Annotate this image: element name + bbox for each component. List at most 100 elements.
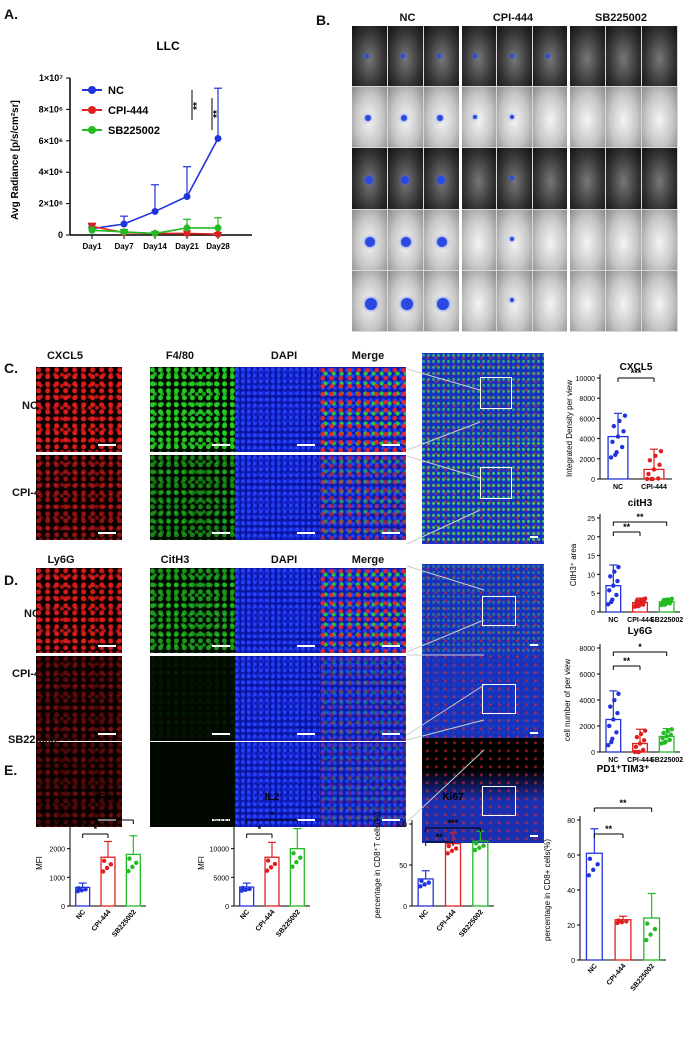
mouse-image-cell	[352, 148, 388, 209]
micrograph-tile	[150, 367, 236, 452]
bar-data-point	[669, 727, 674, 732]
bar-data-point	[608, 455, 614, 460]
chart-a-ytick-label: 4×10⁶	[39, 167, 63, 177]
scale-bar	[98, 444, 116, 446]
bar-data-point	[662, 740, 667, 745]
bar-data-point	[619, 919, 625, 925]
micrograph-tile	[235, 367, 321, 452]
scale-bar	[382, 733, 400, 735]
bar-chart-ytick-label: 10000	[210, 847, 230, 854]
legend-cpi: CPI-444	[108, 105, 149, 117]
bar-data-point	[83, 887, 88, 892]
sig-label: **	[623, 656, 631, 666]
bar-chart-ytick-label: 60	[567, 853, 575, 860]
bar-chart-ytick-label: 15000	[210, 818, 230, 825]
tumor-signal-spot	[400, 53, 405, 58]
mouse-image-cell	[533, 148, 569, 209]
mouse-image-cell	[388, 270, 424, 331]
chart-a-point	[183, 229, 191, 237]
chart-a-xtick-label: Day14	[143, 242, 167, 251]
chart-a-ytick-label: 2×10⁶	[39, 199, 63, 209]
mouse-image-cell	[460, 87, 496, 148]
bar-chart-ytick-label: 20	[567, 923, 575, 930]
bar-chart-xtick-label: CPI-444	[627, 617, 653, 624]
bar-data-point	[247, 886, 252, 892]
chart-a-sig-2: **	[212, 110, 223, 118]
panel-d-header-1: Ly6G	[47, 554, 75, 566]
bar-chart-title: IL2	[265, 792, 280, 803]
bar-data-point	[586, 873, 592, 878]
mouse-image-cell	[460, 148, 496, 209]
micrograph-overview	[422, 652, 544, 740]
mouse-image-cell	[352, 26, 388, 87]
bar-chart-ytick-label: 6000	[579, 672, 595, 679]
tumor-signal-spot	[509, 237, 514, 242]
bar-chart-ytick-label: 0	[591, 750, 595, 757]
mouse-image-cell	[352, 209, 388, 270]
bar-chart-title: PD1⁺TIM3⁺	[597, 764, 650, 775]
bar-data-point	[651, 467, 657, 472]
mouse-image-cell	[352, 270, 388, 331]
mouse-image-cell	[496, 148, 533, 209]
bar-chart-ytick-label: 4000	[579, 437, 595, 444]
chart-a-legend: NC CPI-444 SB225002	[82, 85, 160, 137]
chart-a-xtick-label: Day21	[175, 242, 199, 251]
chart-a-ytick-label: 0	[58, 230, 63, 240]
bar-data-point	[667, 737, 672, 743]
bar-chart-ytick-label: 0	[591, 477, 595, 484]
tumor-signal-spot	[364, 298, 377, 311]
panel-label-c: C.	[4, 360, 18, 376]
bar-data-point	[606, 602, 611, 607]
bar-data-point	[616, 564, 621, 570]
tumor-signal-spot	[473, 114, 478, 119]
mouse-image-cell	[605, 209, 641, 270]
bar-data-point	[669, 596, 674, 602]
tumor-signal-spot	[437, 53, 442, 58]
bar-data-point	[644, 476, 650, 482]
tumor-signal-spot	[400, 237, 411, 248]
bar-data-point	[130, 864, 135, 870]
mouse-image-cell	[352, 87, 388, 148]
mouse-image-cell	[460, 270, 496, 331]
bar-data-point	[624, 919, 629, 924]
bar-chart-xtick-label: NC	[239, 909, 251, 921]
scale-bar	[297, 532, 315, 534]
bar-chart-pd1-tim3: PD1⁺TIM3⁺ percentage in CD8+ cells(%) 0 20 4…	[543, 764, 666, 993]
bar-data-point	[615, 710, 620, 716]
bar-chart-title: CXCL5	[620, 362, 653, 373]
chart-a-ylabel: Avg Radiance [p/s/cm²sr]	[10, 100, 21, 220]
bar-chart-ylabel: MFI	[35, 856, 44, 870]
bar-data-point	[637, 741, 643, 746]
mouse-image-cell	[388, 148, 424, 209]
scale-bar	[530, 644, 538, 646]
zoom-region-box	[482, 596, 516, 626]
bar-data-point	[100, 869, 106, 874]
bar-data-point	[291, 850, 296, 856]
bar-data-point	[104, 865, 110, 871]
tumor-signal-spot	[545, 53, 550, 58]
tumor-signal-spot	[400, 175, 409, 184]
bar-chart-ylabel: Integrated Density per view	[565, 380, 574, 477]
panel-b-header-cpi: CPI-444	[492, 12, 534, 24]
tumor-signal-spot	[509, 53, 514, 58]
bar-data-point	[638, 731, 644, 737]
bar-data-point	[634, 598, 640, 603]
bar-chart-ytick-label: 15	[587, 554, 595, 561]
bar	[614, 919, 632, 961]
bar-chart-ki67: Ki67 percentage in CD8⁺T cells(%) 0 50 100 NC…	[373, 792, 494, 939]
scale-bar	[297, 819, 315, 821]
scale-bar	[297, 645, 315, 647]
tumor-signal-spot	[437, 237, 448, 248]
bar-chart-xtick-label: CPI-444	[91, 909, 113, 933]
bar-chart-ytick-label: 4000	[579, 698, 595, 705]
chart-a-point	[120, 228, 128, 236]
bar-chart-ly6g: Ly6G cell number of per view 0 2000 4000 6000…	[563, 626, 683, 764]
zoom-region-box	[480, 377, 512, 409]
chart-a-title: LLC	[156, 39, 180, 53]
mouse-image-cell	[496, 26, 533, 87]
micrograph-tile	[320, 568, 406, 653]
chart-a-ytick-label: 1×10⁷	[39, 73, 63, 83]
scale-bar	[212, 645, 230, 647]
sig-label: *	[270, 810, 274, 820]
